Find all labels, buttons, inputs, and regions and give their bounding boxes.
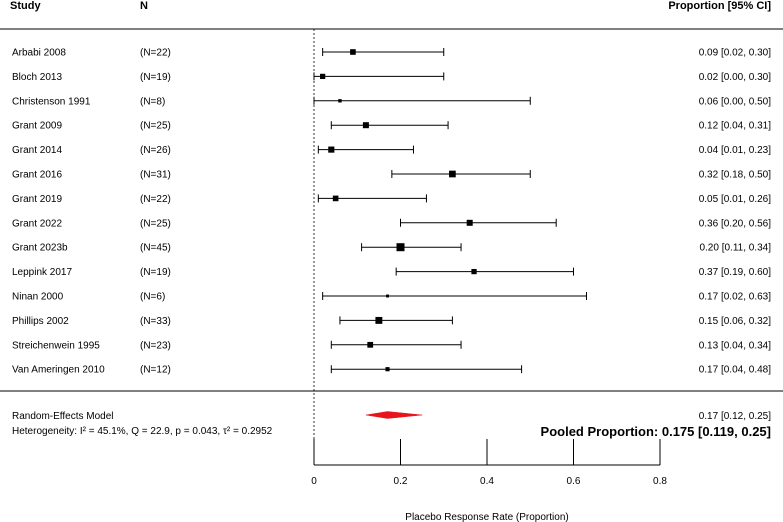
study-n: (N=33)	[140, 316, 171, 327]
study-n: (N=25)	[140, 218, 171, 229]
study-row: Grant 2014 (N=26) 0.04 [0.01, 0.23]	[12, 145, 771, 156]
study-name: Arbabi 2008	[12, 48, 66, 59]
study-name: Phillips 2002	[12, 316, 69, 327]
x-tick-label: 0.4	[480, 476, 494, 487]
study-name: Leppink 2017	[12, 267, 72, 278]
study-n: (N=45)	[140, 243, 171, 254]
study-row: Phillips 2002 (N=33) 0.15 [0.06, 0.32]	[12, 316, 771, 327]
point-estimate	[320, 73, 326, 80]
study-ci-text: 0.05 [0.01, 0.26]	[699, 194, 772, 205]
pooled-diamond	[365, 411, 423, 419]
x-tick-label: 0.2	[394, 476, 408, 487]
study-ci-text: 0.02 [0.00, 0.30]	[699, 72, 772, 83]
x-tick-label: 0.8	[653, 476, 667, 487]
study-row: Christenson 1991 (N=8) 0.06 [0.00, 0.50]	[12, 96, 771, 107]
study-name: Grant 2009	[12, 121, 62, 132]
study-row: Grant 2009 (N=25) 0.12 [0.04, 0.31]	[12, 121, 771, 132]
study-ci-text: 0.04 [0.01, 0.23]	[699, 145, 772, 156]
point-estimate	[449, 170, 456, 178]
header-ci: Proportion [95% CI]	[668, 0, 771, 12]
header-n: N	[140, 0, 148, 12]
pooled-label: Random-Effects Model	[12, 411, 114, 422]
point-estimate	[367, 341, 374, 348]
point-estimate	[385, 367, 390, 372]
point-estimate	[332, 195, 339, 202]
study-n: (N=8)	[140, 96, 165, 107]
study-ci-text: 0.06 [0.00, 0.50]	[699, 96, 772, 107]
point-estimate	[338, 99, 342, 103]
study-ci-text: 0.17 [0.04, 0.48]	[699, 365, 772, 376]
study-name: Christenson 1991	[12, 96, 91, 107]
study-n: (N=22)	[140, 194, 171, 205]
study-name: Grant 2022	[12, 218, 62, 229]
study-ci-text: 0.37 [0.19, 0.60]	[699, 267, 772, 278]
x-tick-label: 0	[311, 476, 317, 487]
study-row: Streichenwein 1995 (N=23) 0.13 [0.04, 0.34…	[12, 340, 771, 351]
study-n: (N=19)	[140, 72, 171, 83]
pooled-group: Random-Effects Model Heterogeneity: I² =…	[12, 411, 771, 439]
study-ci-text: 0.13 [0.04, 0.34]	[699, 340, 772, 351]
point-estimate	[466, 219, 473, 226]
study-row: Bloch 2013 (N=19) 0.02 [0.00, 0.30]	[12, 72, 771, 83]
point-estimate	[362, 122, 369, 129]
x-axis: 0 0.2 0.4 0.6 0.8	[311, 439, 667, 487]
study-n: (N=25)	[140, 121, 171, 132]
point-estimate	[375, 316, 383, 324]
study-name: Grant 2019	[12, 194, 62, 205]
study-ci-text: 0.32 [0.18, 0.50]	[699, 170, 772, 181]
study-n: (N=22)	[140, 48, 171, 59]
study-ci-text: 0.20 [0.11, 0.34]	[699, 243, 771, 254]
study-name: Grant 2014	[12, 145, 62, 156]
study-row: Grant 2023b (N=45) 0.20 [0.11, 0.34]	[12, 243, 771, 254]
study-n: (N=6)	[140, 292, 165, 303]
study-name: Streichenwein 1995	[12, 340, 100, 351]
study-name: Van Ameringen 2010	[12, 365, 105, 376]
study-row: Grant 2022 (N=25) 0.36 [0.20, 0.56]	[12, 218, 771, 229]
study-row: Grant 2016 (N=31) 0.32 [0.18, 0.50]	[12, 170, 771, 181]
study-n: (N=23)	[140, 340, 171, 351]
study-ci-text: 0.17 [0.02, 0.63]	[699, 292, 772, 303]
study-rows: Arbabi 2008 (N=22) 0.09 [0.02, 0.30] Bloch …	[12, 48, 771, 376]
point-estimate	[471, 268, 477, 275]
heterogeneity-text: Heterogeneity: I² = 45.1%, Q = 22.9, p =…	[12, 426, 273, 437]
study-row: Grant 2019 (N=22) 0.05 [0.01, 0.26]	[12, 194, 771, 205]
study-row: Ninan 2000 (N=6) 0.17 [0.02, 0.63]	[12, 292, 771, 303]
x-axis-label: Placebo Response Rate (Proportion)	[405, 512, 568, 522]
point-estimate	[386, 294, 389, 298]
study-n: (N=12)	[140, 365, 171, 376]
pooled-summary: Pooled Proportion: 0.175 [0.119, 0.25]	[541, 424, 771, 439]
study-n: (N=19)	[140, 267, 171, 278]
study-row: Leppink 2017 (N=19) 0.37 [0.19, 0.60]	[12, 267, 771, 278]
study-ci-text: 0.36 [0.20, 0.56]	[699, 218, 772, 229]
study-n: (N=26)	[140, 145, 171, 156]
study-row: Van Ameringen 2010 (N=12) 0.17 [0.04, 0.48…	[12, 365, 771, 376]
point-estimate	[328, 146, 335, 153]
header-study: Study	[10, 0, 41, 12]
study-ci-text: 0.15 [0.06, 0.32]	[699, 316, 772, 327]
study-name: Ninan 2000	[12, 292, 64, 303]
study-ci-text: 0.12 [0.04, 0.31]	[699, 121, 772, 132]
study-ci-text: 0.09 [0.02, 0.30]	[699, 48, 772, 59]
point-estimate	[396, 243, 405, 252]
pooled-ci-text: 0.17 [0.12, 0.25]	[699, 411, 772, 422]
study-name: Bloch 2013	[12, 72, 62, 83]
x-tick-label: 0.6	[567, 476, 581, 487]
point-estimate	[350, 49, 356, 55]
study-row: Arbabi 2008 (N=22) 0.09 [0.02, 0.30]	[12, 48, 771, 59]
study-n: (N=31)	[140, 170, 171, 181]
study-name: Grant 2016	[12, 170, 62, 181]
study-name: Grant 2023b	[12, 243, 68, 254]
